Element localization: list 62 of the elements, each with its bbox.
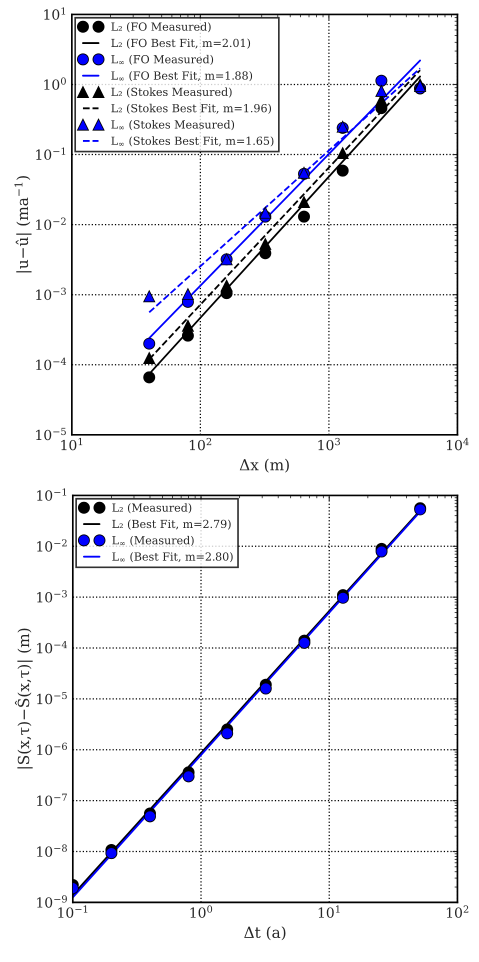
y-axis-title: |S(x,τ)−Ŝ(x,τ)| (m) <box>14 628 33 768</box>
x-tick-label: 10$^{4}$ <box>446 438 469 450</box>
x-tick-label: 10$^{3}$ <box>318 438 340 450</box>
point <box>336 147 349 160</box>
point <box>143 352 156 364</box>
point <box>298 210 310 223</box>
legend-label: L$_{∞}$ (Best Fit, m=2.80) <box>112 552 233 562</box>
y-tick-label: 10$^{−2}$ <box>36 218 66 230</box>
y-tick-label: 10$^{−4}$ <box>37 640 68 654</box>
point <box>259 206 272 219</box>
point <box>337 592 349 604</box>
y-tick-label: 10$^{−1}$ <box>37 488 66 501</box>
point <box>375 84 388 97</box>
legend-label: L$_{∞}$ (Stokes Best Fit, m=1.65) <box>111 136 274 147</box>
point <box>260 682 272 694</box>
legend-label: L$_{∞}$ (Stokes Measured) <box>111 120 234 130</box>
point <box>144 810 156 822</box>
legend-label: L₂ (Best Fit, m=2.79) <box>112 520 231 530</box>
y-tick-label: 10$^{−6}$ <box>37 742 67 756</box>
x-tick-label: 10$^{2}$ <box>190 438 212 450</box>
legend-label: L$_{∞}$ (Measured) <box>112 536 194 546</box>
legend-label: L₂ (FO Best Fit, m=2.01) <box>111 38 250 49</box>
y-tick-label: 10$^{−2}$ <box>37 539 67 552</box>
legend-label: L₂ (FO Measured) <box>111 22 211 32</box>
y-tick-label: 10$^{−7}$ <box>37 794 67 806</box>
legend-label: L₂ (Stokes Best Fit, m=1.96) <box>111 104 272 114</box>
point <box>259 238 272 250</box>
point <box>375 74 388 87</box>
point <box>376 546 388 558</box>
point <box>105 847 118 860</box>
y-tick-label: 10$^{−3}$ <box>36 288 66 300</box>
legend-label: L₂ (Measured) <box>112 503 192 514</box>
point <box>220 280 233 292</box>
x-tick-label: 10$^{1}$ <box>61 438 82 450</box>
point <box>143 338 156 350</box>
legend-label: L$_{∞}$ (FO Best Fit, m=1.88) <box>111 71 252 82</box>
y-axis-title: |u−û| (ma$^{−1}$) <box>14 176 32 272</box>
y-tick-label: 10$^{−4}$ <box>36 358 66 370</box>
y-tick-label: 10$^{−5}$ <box>37 692 67 704</box>
y-tick-label: 10$^{−1}$ <box>36 147 66 160</box>
point <box>143 371 156 384</box>
x-tick-label: 10$^{−1}$ <box>58 905 88 918</box>
y-tick-label: 10$^{1}$ <box>44 7 66 20</box>
point <box>336 164 349 177</box>
legend-label: L$_{∞}$ (FO Measured) <box>111 54 214 65</box>
point <box>298 196 310 208</box>
x-axis-title: Δx (m) <box>240 458 289 473</box>
x-tick-label: 10$^{2}$ <box>446 905 468 918</box>
x-tick-label: 10$^{1}$ <box>318 905 340 918</box>
legend-label: L₂ (Stokes Measured) <box>111 87 232 98</box>
point <box>182 288 194 300</box>
point <box>182 320 194 332</box>
point <box>182 770 195 782</box>
y-tick-label: 10$^{−5}$ <box>36 428 66 440</box>
y-tick-label: 10$^{−3}$ <box>37 590 67 603</box>
y-tick-label: 10$^{−9}$ <box>37 895 67 908</box>
point <box>221 727 234 740</box>
x-axis-title: Δt (a) <box>244 926 286 940</box>
point <box>143 290 156 302</box>
y-tick-label: 10$^{0}$ <box>44 77 66 90</box>
y-tick-label: 10$^{−8}$ <box>37 844 67 857</box>
x-tick-label: 10$^{0}$ <box>190 905 212 918</box>
